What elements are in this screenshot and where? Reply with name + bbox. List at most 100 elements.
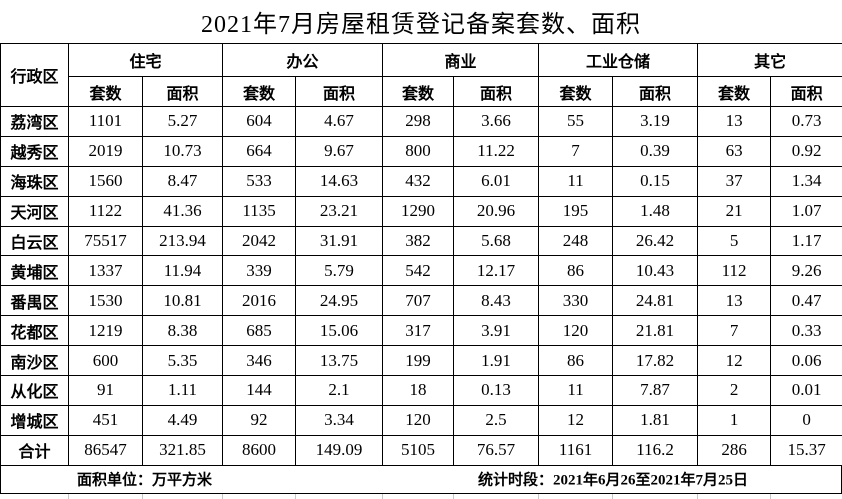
value-cell: 9.26 bbox=[770, 255, 842, 287]
value-cell: 31.91 bbox=[295, 225, 384, 257]
value-cell: 2.5 bbox=[453, 404, 540, 436]
value-cell: 2016 bbox=[222, 285, 297, 317]
value-cell: 0.73 bbox=[770, 106, 842, 137]
value-cell: 1219 bbox=[68, 315, 143, 347]
value-cell: 112 bbox=[697, 255, 772, 287]
value-cell: 149.09 bbox=[295, 434, 384, 466]
header-group-commercial: 商业 bbox=[382, 43, 540, 77]
value-cell: 451 bbox=[68, 404, 143, 436]
value-cell: 120 bbox=[382, 404, 455, 436]
value-cell: 12 bbox=[538, 404, 614, 436]
header-district: 行政区 bbox=[0, 43, 69, 107]
header-group-row: 行政区 住宅 办公 商业 工业仓储 其它 bbox=[0, 43, 842, 107]
value-cell: 707 bbox=[382, 285, 455, 317]
value-cell: 3.66 bbox=[453, 106, 540, 137]
value-cell: 542 bbox=[382, 255, 455, 287]
page-title: 2021年7月房屋租赁登记备案套数、面积 bbox=[201, 12, 641, 38]
value-cell: 2042 bbox=[222, 225, 297, 257]
value-cell: 6.01 bbox=[453, 165, 540, 197]
value-cell: 5.27 bbox=[141, 106, 224, 137]
value-cell: 1135 bbox=[222, 195, 297, 227]
header-sub-area: 面积 bbox=[612, 76, 699, 107]
value-cell: 12.17 bbox=[453, 255, 540, 287]
value-cell: 0.33 bbox=[770, 315, 842, 347]
value-cell: 91 bbox=[68, 375, 143, 406]
district-cell: 海珠区 bbox=[0, 165, 69, 197]
value-cell: 4.67 bbox=[295, 106, 384, 137]
value-cell: 15.37 bbox=[770, 434, 842, 466]
value-cell: 92 bbox=[222, 404, 297, 436]
value-cell: 1 bbox=[697, 404, 772, 436]
value-cell: 1337 bbox=[68, 255, 143, 287]
gridline-tick bbox=[770, 493, 771, 499]
value-cell: 14.63 bbox=[295, 165, 384, 197]
value-cell: 330 bbox=[538, 285, 614, 317]
value-cell: 11 bbox=[538, 165, 614, 197]
gridline-tick bbox=[222, 493, 223, 499]
value-cell: 1122 bbox=[68, 195, 143, 227]
value-cell: 286 bbox=[697, 434, 772, 466]
header-sub-row: 套数 面积 套数 面积 套数 面积 套数 面积 套数 面积 bbox=[1, 76, 842, 107]
value-cell: 533 bbox=[222, 165, 297, 197]
value-cell: 3.19 bbox=[612, 106, 699, 137]
gridline-tick bbox=[382, 493, 383, 499]
value-cell: 1560 bbox=[68, 165, 143, 197]
value-cell: 7 bbox=[697, 315, 772, 347]
value-cell: 5105 bbox=[382, 434, 455, 466]
gridline-tick bbox=[538, 493, 539, 499]
value-cell: 1.81 bbox=[612, 404, 699, 436]
value-cell: 23.21 bbox=[295, 195, 384, 227]
value-cell: 195 bbox=[538, 195, 614, 227]
value-cell: 24.81 bbox=[612, 285, 699, 317]
value-cell: 5 bbox=[697, 225, 772, 257]
value-cell: 604 bbox=[222, 106, 297, 137]
value-cell: 0.01 bbox=[770, 375, 842, 406]
stat-period-label: 统计时段：2021年6月26至2021年7月25日 bbox=[478, 472, 749, 489]
value-cell: 1.91 bbox=[453, 345, 540, 377]
total-row: 合计 86547 321.85 8600 149.09 5105 76.57 1161 116.… bbox=[0, 434, 842, 466]
value-cell: 339 bbox=[222, 255, 297, 287]
value-cell: 37 bbox=[697, 165, 772, 197]
value-cell: 2.1 bbox=[295, 375, 384, 406]
header-sub-count: 套数 bbox=[68, 76, 143, 107]
value-cell: 7.87 bbox=[612, 375, 699, 406]
table-row: 荔湾区 1101 5.27 604 4.67 298 3.66 55 3.19 13 0.73 bbox=[0, 106, 842, 137]
value-cell: 664 bbox=[222, 135, 297, 167]
value-cell: 317 bbox=[382, 315, 455, 347]
value-cell: 8.43 bbox=[453, 285, 540, 317]
value-cell: 5.68 bbox=[453, 225, 540, 257]
header-group-industrial-storage: 工业仓储 bbox=[538, 43, 699, 77]
value-cell: 120 bbox=[538, 315, 614, 347]
value-cell: 8600 bbox=[222, 434, 297, 466]
district-cell: 从化区 bbox=[0, 375, 69, 406]
value-cell: 0.47 bbox=[770, 285, 842, 317]
value-cell: 10.73 bbox=[141, 135, 224, 167]
value-cell: 13 bbox=[697, 285, 772, 317]
gridline-tick bbox=[697, 493, 698, 499]
header-sub-area: 面积 bbox=[141, 76, 224, 107]
table-row: 南沙区 600 5.35 346 13.75 199 1.91 86 17.82 12 0.06 bbox=[0, 345, 842, 377]
value-cell: 0.39 bbox=[612, 135, 699, 167]
value-cell: 5.35 bbox=[141, 345, 224, 377]
value-cell: 41.36 bbox=[141, 195, 224, 227]
value-cell: 1.11 bbox=[141, 375, 224, 406]
value-cell: 248 bbox=[538, 225, 614, 257]
value-cell: 1161 bbox=[538, 434, 614, 466]
district-cell: 白云区 bbox=[0, 225, 69, 257]
value-cell: 11.94 bbox=[141, 255, 224, 287]
district-cell: 增城区 bbox=[0, 404, 69, 436]
value-cell: 12 bbox=[697, 345, 772, 377]
value-cell: 432 bbox=[382, 165, 455, 197]
table-footer: 面积单位：万平方米 统计时段：2021年6月26至2021年7月25日 bbox=[0, 465, 842, 494]
district-cell: 越秀区 bbox=[0, 135, 69, 167]
table-row: 番禺区 1530 10.81 2016 24.95 707 8.43 330 24.81 13 0.… bbox=[0, 285, 842, 317]
value-cell: 5.79 bbox=[295, 255, 384, 287]
gridline-tick bbox=[295, 493, 296, 499]
value-cell: 116.2 bbox=[612, 434, 699, 466]
value-cell: 11.22 bbox=[453, 135, 540, 167]
value-cell: 600 bbox=[68, 345, 143, 377]
header-sub-count: 套数 bbox=[697, 76, 772, 107]
total-label-cell: 合计 bbox=[0, 434, 69, 466]
value-cell: 2019 bbox=[68, 135, 143, 167]
